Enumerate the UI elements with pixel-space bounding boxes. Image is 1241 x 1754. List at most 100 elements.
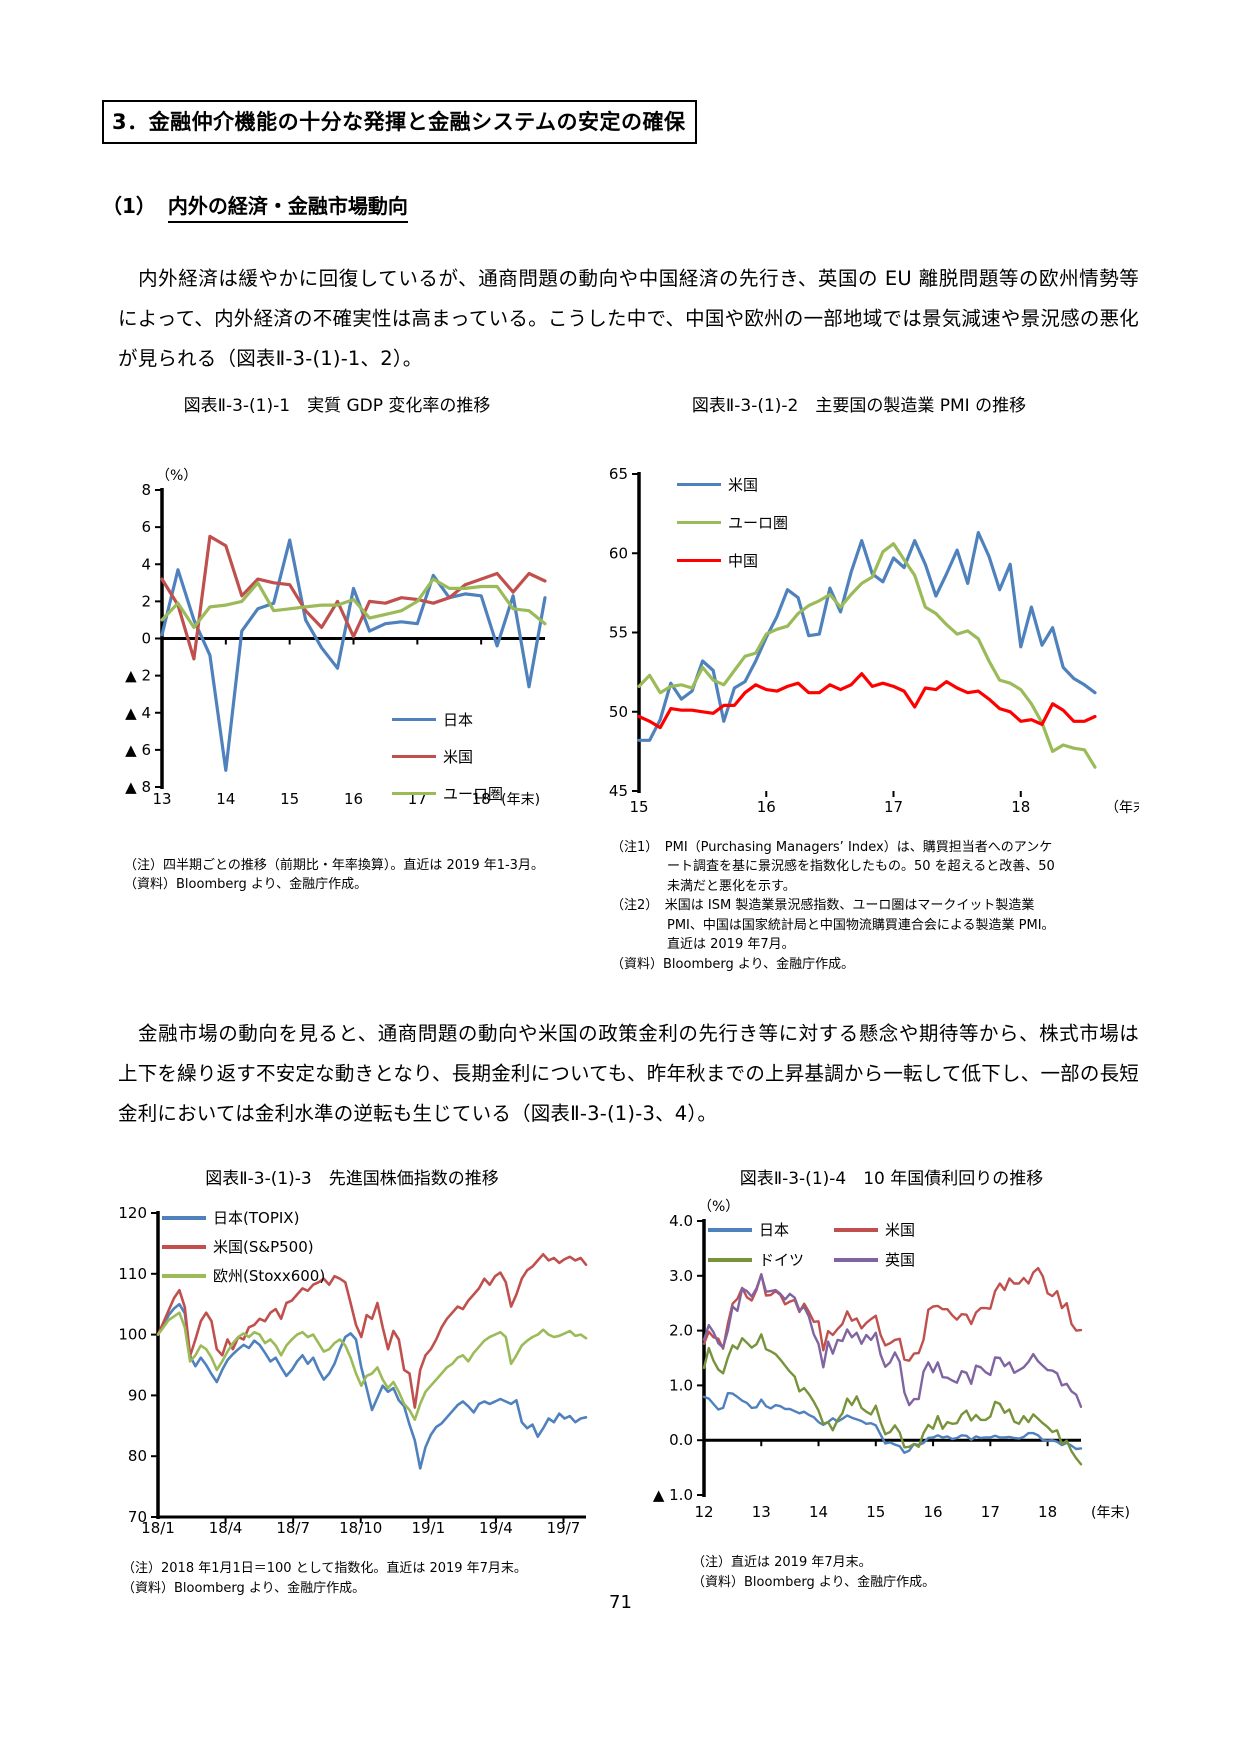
svg-text:120: 120 [118,1204,147,1222]
svg-text:0.0: 0.0 [669,1432,693,1450]
chart-notes: （注1） PMI（Purchasing Managers’ Index）は、購買… [611,838,1063,975]
chart-note: （注）直近は 2019 年7月末。 [692,1555,872,1571]
legend-swatch [392,717,436,722]
legend-swatch [708,1228,752,1232]
svg-text:14: 14 [809,1503,828,1521]
chart-legend: 日本 米国ドイツ 英国 [708,1219,915,1270]
svg-text:17: 17 [884,798,903,816]
legend-label: ユーロ圏 [728,513,789,532]
chart-pmi: 図表Ⅱ-3-(1)-2 主要国の製造業 PMI の推移 65 60 55 50 45 15… [579,391,1161,975]
svg-text:18: 18 [472,790,491,808]
svg-text:▲ 2: ▲ 2 [125,667,151,685]
svg-text:（年末）: （年末） [1105,800,1139,816]
legend-label: 米国 [885,1221,916,1240]
chart-notes: （注）直近は 2019 年7月末。 （資料）Bloomberg より、金融庁作成… [692,1553,1139,1592]
svg-text:18/7: 18/7 [276,1519,310,1537]
legend-item: 米国 [677,474,788,495]
svg-text:（%）: （%） [698,1199,739,1215]
legend-label: 日本(TOPIX) [213,1209,300,1228]
svg-text:13: 13 [752,1503,771,1521]
svg-text:3.0: 3.0 [669,1267,693,1285]
svg-text:17: 17 [981,1503,1000,1521]
svg-text:16: 16 [757,798,776,816]
chart-note: （注）四半期ごとの推移（前期比・年率換算）。直近は 2019 年1-3月。 [124,857,544,873]
chart-legend: 米国 ユーロ圏 中国 [677,474,788,571]
legend-item: 日本 [392,709,503,730]
legend-swatch [708,1258,752,1262]
legend-swatch [162,1245,206,1249]
svg-text:14: 14 [216,790,235,808]
legend-label: 欧州(Stoxx600) [213,1267,326,1286]
legend-swatch [392,791,436,796]
chart-legend: 日本米国ユーロ圏 [392,709,503,804]
legend-item: ドイツ [708,1249,804,1270]
legend-label: 日本 [759,1221,790,1240]
legend-swatch [834,1258,879,1262]
svg-text:18: 18 [1038,1503,1057,1521]
legend-label: 中国 [728,551,759,570]
chart-bond-yield: 図表Ⅱ-3-(1)-4 10 年国債利回りの推移 4.0 3.0 2.0 1.0 0.0… [644,1164,1139,1592]
legend-swatch [677,558,721,563]
chart-title: 図表Ⅱ-3-(1)-1 実質 GDP 変化率の推移 [183,395,491,416]
legend-label: 米国(S&P500) [213,1238,314,1257]
svg-text:15: 15 [280,790,299,808]
charts-row-2: 図表Ⅱ-3-(1)-3 先進国株価指数の推移 120 110 100 90 80 70 18… [102,1164,1139,1598]
legend-item: 米国 [392,746,503,767]
svg-text:65: 65 [609,465,628,483]
svg-text:▲ 6: ▲ 6 [125,741,151,759]
svg-text:▲ 1.0: ▲ 1.0 [653,1486,693,1504]
svg-text:12: 12 [694,1503,713,1521]
svg-text:18/1: 18/1 [141,1519,175,1537]
svg-text:(年末): (年末) [501,792,540,808]
svg-text:100: 100 [118,1326,147,1344]
svg-text:90: 90 [128,1387,147,1405]
legend-swatch [677,482,721,487]
page-heading: 3．金融仲介機能の十分な発揮と金融システムの安定の確保 [102,100,698,144]
legend-item: 英国 [834,1249,915,1270]
chart-stock-index: 図表Ⅱ-3-(1)-3 先進国株価指数の推移 120 110 100 90 80 70 18… [102,1164,602,1598]
svg-text:（%）: （%） [156,468,197,484]
svg-text:▲ 4: ▲ 4 [125,704,151,722]
chart-notes: （注）四半期ごとの推移（前期比・年率換算）。直近は 2019 年1-3月。 （資… [124,856,564,895]
chart-source: （資料）Bloomberg より、金融庁作成。 [124,877,368,893]
svg-text:18/4: 18/4 [209,1519,243,1537]
legend-item: 欧州(Stoxx600) [162,1265,325,1286]
svg-text:2: 2 [141,592,151,610]
svg-text:▲ 8: ▲ 8 [125,778,151,796]
svg-text:19/7: 19/7 [547,1519,581,1537]
legend-item: 米国(S&P500) [162,1236,325,1257]
svg-text:13: 13 [152,790,171,808]
svg-text:110: 110 [118,1265,147,1283]
svg-text:19/4: 19/4 [479,1519,513,1537]
svg-text:50: 50 [609,703,628,721]
chart-area: 4.0 3.0 2.0 1.0 0.0 ▲ 1.0 （%） 12 13 14 15 16 17 18 (年末… [644,1195,1139,1529]
legend-swatch [677,520,721,525]
svg-text:15: 15 [629,798,648,816]
svg-text:16: 16 [344,790,363,808]
chart-legend: 日本(TOPIX) 米国(S&P500) 欧州(Stoxx600) [162,1207,325,1286]
legend-label: 米国 [443,747,474,766]
chart-note: （注1） PMI（Purchasing Managers’ Index）は、購買… [611,839,1055,894]
legend-item: 日本 [708,1219,804,1240]
chart-area: 120 110 100 90 80 70 18/1 18/4 18/7 18/10 19/1 19/4… [102,1195,602,1545]
legend-item: 中国 [677,550,788,571]
section-heading: （1） 内外の経済・金融市場動向 [102,190,1139,223]
chart-source: （資料）Bloomberg より、金融庁作成。 [692,1574,936,1590]
legend-label: 米国 [728,475,759,494]
svg-text:18/10: 18/10 [339,1519,382,1537]
chart-canvas: 4.0 3.0 2.0 1.0 0.0 ▲ 1.0 （%） 12 13 14 15 16 17 18 (年末… [653,1199,1130,1521]
svg-text:70: 70 [128,1508,147,1526]
chart-notes: （注）2018 年1月1日＝100 として指数化。直近は 2019 年7月末。 … [122,1559,602,1598]
paragraph-1: 内外経済は緩やかに回復しているが、通商問題の動向や中国経済の先行き、英国の EU… [118,267,1139,370]
svg-text:55: 55 [609,623,628,641]
legend-item: ユーロ圏 [392,783,503,804]
legend-item: 米国 [834,1219,915,1240]
chart-area: 8 6 4 2 0 ▲ 2 ▲ 4 ▲ 6 ▲ 8 （%） 13 14 15 16 17 18 (年末) 日本米… [102,422,572,816]
legend-item: ユーロ圏 [677,512,788,533]
legend-swatch [162,1274,206,1278]
legend-label: ドイツ [759,1251,805,1270]
page-content: 3．金融仲介機能の十分な発揮と金融システムの安定の確保 （1） 内外の経済・金融市… [102,100,1161,1598]
